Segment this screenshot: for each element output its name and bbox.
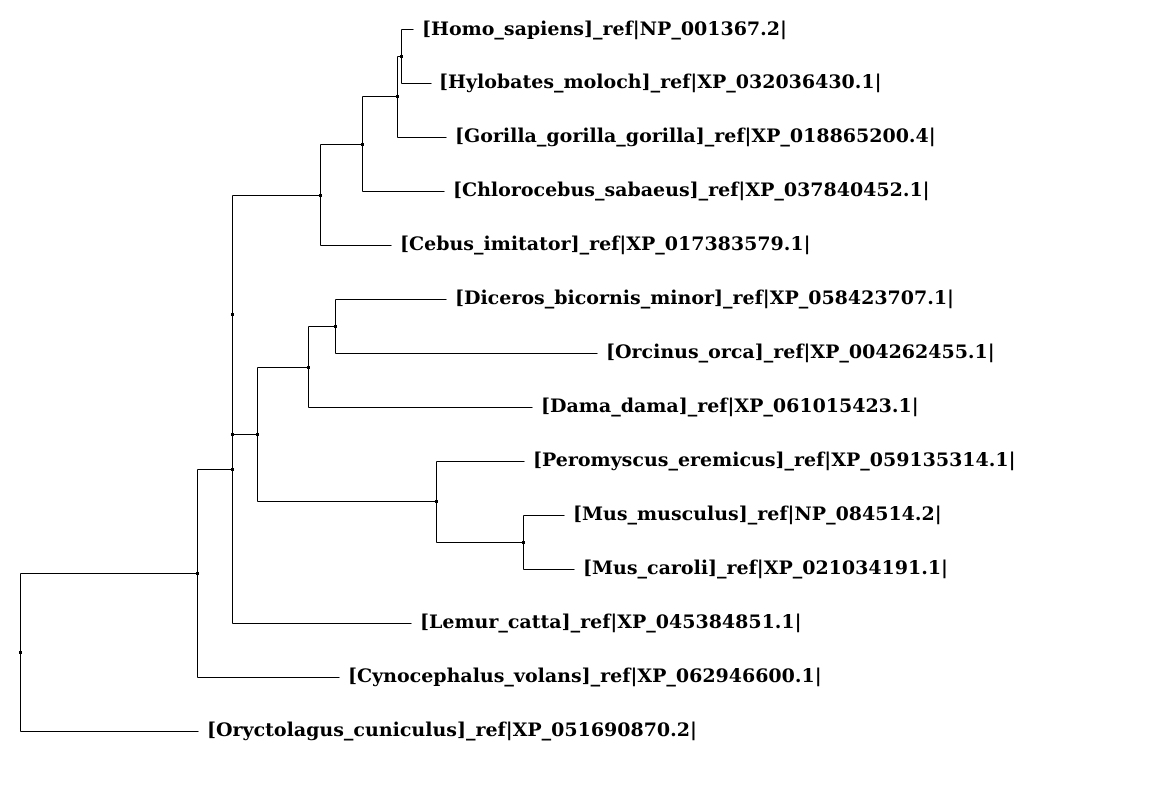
leaf-label-lemur: [Lemur_catta]_ref|XP_045384851.1| bbox=[420, 611, 802, 633]
node-marker-n10 bbox=[231, 313, 234, 316]
leaf-label-mus-caroli: [Mus_caroli]_ref|XP_021034191.1| bbox=[583, 557, 948, 579]
leaf-label-chlorocebus: [Chlorocebus_sabaeus]_ref|XP_037840452.1… bbox=[453, 179, 930, 201]
node-marker-n5 bbox=[334, 325, 337, 328]
tree-internal-nodes bbox=[19, 55, 525, 654]
node-marker-n11 bbox=[231, 468, 234, 471]
leaf-label-mus-musculus: [Mus_musculus]_ref|NP_084514.2| bbox=[573, 503, 942, 525]
leaf-label-cebus: [Cebus_imitator]_ref|XP_017383579.1| bbox=[400, 233, 811, 255]
leaf-label-orcinus: [Orcinus_orca]_ref|XP_004262455.1| bbox=[606, 341, 995, 363]
leaf-label-homo: [Homo_sapiens]_ref|NP_001367.2| bbox=[422, 18, 787, 40]
node-marker-n3 bbox=[361, 143, 364, 146]
node-marker-n12 bbox=[196, 572, 199, 575]
node-marker-n7 bbox=[522, 541, 525, 544]
leaf-label-dama: [Dama_dama]_ref|XP_061015423.1| bbox=[541, 395, 919, 417]
node-marker-backbone bbox=[231, 433, 234, 436]
node-marker-n8 bbox=[435, 500, 438, 503]
node-marker-n6 bbox=[307, 366, 310, 369]
leaf-label-oryctolagus: [Oryctolagus_cuniculus]_ref|XP_051690870… bbox=[207, 719, 697, 741]
leaf-label-cynocephalus: [Cynocephalus_volans]_ref|XP_062946600.1… bbox=[348, 665, 822, 687]
node-marker-n9 bbox=[256, 433, 259, 436]
leaf-label-peromyscus: [Peromyscus_eremicus]_ref|XP_059135314.1… bbox=[533, 449, 1015, 471]
node-marker-n2 bbox=[396, 95, 399, 98]
tree-leaf-labels: [Homo_sapiens]_ref|NP_001367.2| [Hylobat… bbox=[207, 18, 1015, 741]
node-marker-root bbox=[19, 651, 22, 654]
leaf-label-hylobates: [Hylobates_moloch]_ref|XP_032036430.1| bbox=[439, 71, 882, 93]
leaf-label-gorilla: [Gorilla_gorilla_gorilla]_ref|XP_0188652… bbox=[455, 125, 936, 147]
node-marker-n1 bbox=[400, 55, 403, 58]
node-marker-n4 bbox=[319, 194, 322, 197]
leaf-label-diceros: [Diceros_bicornis_minor]_ref|XP_05842370… bbox=[455, 287, 954, 309]
